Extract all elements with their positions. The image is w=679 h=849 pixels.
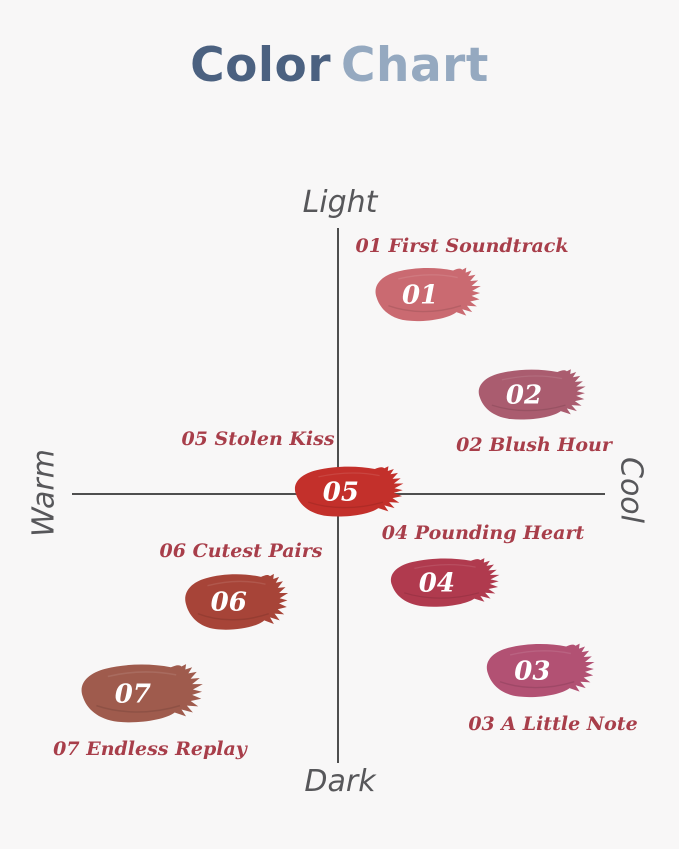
page-title: Color Chart — [0, 38, 679, 93]
swatch-03: 03 — [473, 638, 608, 705]
swatch-number: 01 — [401, 279, 439, 310]
lipstick-smear-icon — [185, 573, 289, 630]
shade-caption-05: 05 Stolen Kiss — [181, 428, 335, 450]
shade-caption-06: 06 Cutest Pairs — [159, 540, 323, 562]
lipstick-smear-icon — [294, 466, 404, 517]
shade-caption-02: 02 Blush Hour — [456, 434, 612, 456]
swatch-01: 01 — [362, 262, 494, 329]
swatch-05: 05 — [281, 461, 417, 524]
lipstick-smear-icon — [478, 369, 586, 420]
shade-caption-04: 04 Pounding Heart — [381, 522, 585, 544]
axis-label-light: Light — [302, 185, 378, 220]
swatch-number: 07 — [114, 678, 151, 709]
title-word-color: Color — [190, 38, 332, 93]
axis-label-cool: Cool — [613, 457, 649, 523]
swatch-number: 03 — [514, 655, 551, 686]
shade-caption-01: 01 First Soundtrack — [355, 235, 569, 257]
swatch-06: 06 — [172, 568, 301, 638]
lipstick-smear-icon — [81, 664, 203, 723]
shade-caption-03: 03 A Little Note — [468, 713, 638, 735]
lipstick-smear-icon — [486, 643, 595, 698]
swatch-number: 02 — [505, 379, 543, 410]
title-word-chart: Chart — [341, 38, 489, 93]
shade-caption-07: 07 Endless Replay — [53, 738, 247, 760]
axis-label-warm: Warm — [26, 449, 62, 537]
swatch-number: 06 — [210, 587, 247, 618]
swatch-04: 04 — [377, 553, 513, 614]
swatch-02: 02 — [465, 364, 599, 427]
axis-label-dark: Dark — [304, 764, 376, 799]
lipstick-smear-icon — [390, 558, 500, 607]
swatch-number: 04 — [418, 567, 455, 598]
swatch-07: 07 — [66, 658, 218, 731]
swatch-number: 05 — [322, 476, 359, 507]
lipstick-smear-icon — [375, 267, 481, 322]
